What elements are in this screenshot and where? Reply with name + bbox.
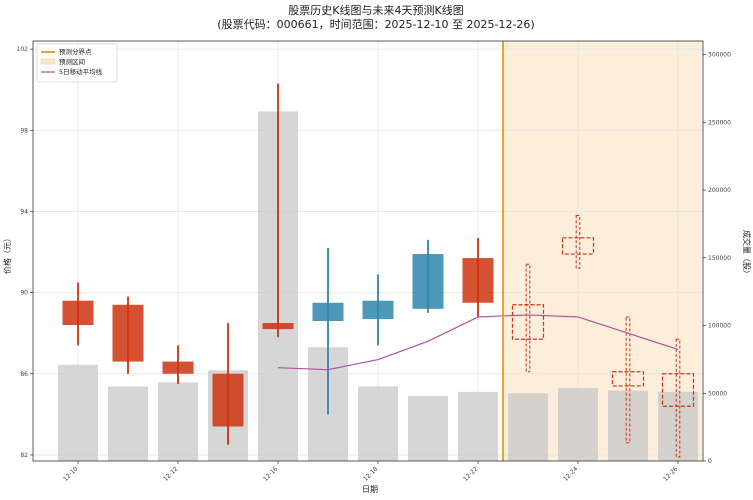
volume-bar-12-26 <box>658 391 698 461</box>
legend-ma5-label: 5日移动平均线 <box>59 67 103 76</box>
plot-frame <box>32 40 704 462</box>
y-tick-label-2: 90 <box>20 290 28 297</box>
x-axis-label: 日期 <box>362 485 378 494</box>
candle-body-12-10 <box>62 300 94 326</box>
volume-bar-12-18 <box>358 386 398 461</box>
chart-title-line2: (股票代码：000661，时间范围：2025-12-10 至 2025-12-2… <box>217 17 534 31</box>
y-tick-label-4: 98 <box>20 127 28 134</box>
y2-tick-label-0: 0 <box>708 458 712 465</box>
volume-bar-12-23 <box>508 393 548 461</box>
legend-forecast-swatch <box>40 58 56 65</box>
y2-tick-label-2: 100000 <box>708 323 731 330</box>
x-tick-label-2: 12-16 <box>262 465 279 482</box>
volume-bar-12-12 <box>158 382 198 461</box>
predicted-wick-12-25 <box>625 316 631 444</box>
volume-bar-12-25 <box>608 390 648 461</box>
x-tick-label-1: 12-12 <box>162 465 179 482</box>
legend-box <box>36 43 118 83</box>
volume-bar-12-22 <box>458 391 498 461</box>
legend-split-label: 预测分界点 <box>59 47 92 56</box>
predicted-wick-12-26 <box>675 338 681 458</box>
volume-bar-12-10 <box>58 364 98 461</box>
y2-tick-label-3: 150000 <box>708 255 731 262</box>
predicted-body-12-23 <box>511 304 545 340</box>
candle-body-12-22 <box>462 258 494 303</box>
candle-body-12-16 <box>262 323 294 330</box>
predicted-wick-12-24 <box>575 214 581 269</box>
legend-forecast-label: 预测区间 <box>59 57 85 66</box>
forecast-region <box>503 41 702 461</box>
candle-body-12-17 <box>312 302 344 321</box>
y2-tick-label-4: 200000 <box>708 187 731 194</box>
y-axis-label-left: 价格（元） <box>2 234 12 274</box>
candle-body-12-15 <box>212 373 244 427</box>
candle-body-12-19 <box>412 254 444 309</box>
background-layer <box>503 41 702 461</box>
candle-body-12-18 <box>362 300 394 319</box>
volume-bar-12-19 <box>408 395 448 461</box>
y2-tick-label-6: 300000 <box>708 52 731 59</box>
predicted-wick-12-23 <box>525 263 531 373</box>
y-axis-label-right: 成交量（股） <box>742 230 752 278</box>
predicted-body-12-26 <box>661 373 695 407</box>
y-tick-label-0: 82 <box>20 452 28 459</box>
y-tick-label-5: 102 <box>17 46 29 53</box>
y2-tick-label-1: 50000 <box>708 390 727 397</box>
chart-title-line1: 股票历史K线图与未来4天预测K线图 <box>288 3 463 17</box>
candle-layer <box>62 83 695 458</box>
volume-bar-12-24 <box>558 387 598 461</box>
y-tick-label-1: 86 <box>20 371 28 378</box>
y2-tick-label-5: 250000 <box>708 119 731 126</box>
predicted-body-12-24 <box>561 237 595 255</box>
candle-body-12-12 <box>162 361 194 374</box>
ma-layer <box>277 41 679 461</box>
y-tick-label-3: 94 <box>20 208 28 215</box>
x-tick-label-5: 12-24 <box>562 465 579 482</box>
x-tick-label-0: 12-10 <box>62 465 79 482</box>
x-tick-label-4: 12-22 <box>462 465 479 482</box>
volume-bar-12-11 <box>108 386 148 461</box>
x-tick-label-3: 12-18 <box>362 465 379 482</box>
x-tick-label-6: 12-26 <box>662 465 679 482</box>
candle-body-12-11 <box>112 304 144 362</box>
ma5-line <box>277 314 679 371</box>
predicted-body-12-25 <box>611 371 645 387</box>
volume-layer <box>58 111 698 462</box>
